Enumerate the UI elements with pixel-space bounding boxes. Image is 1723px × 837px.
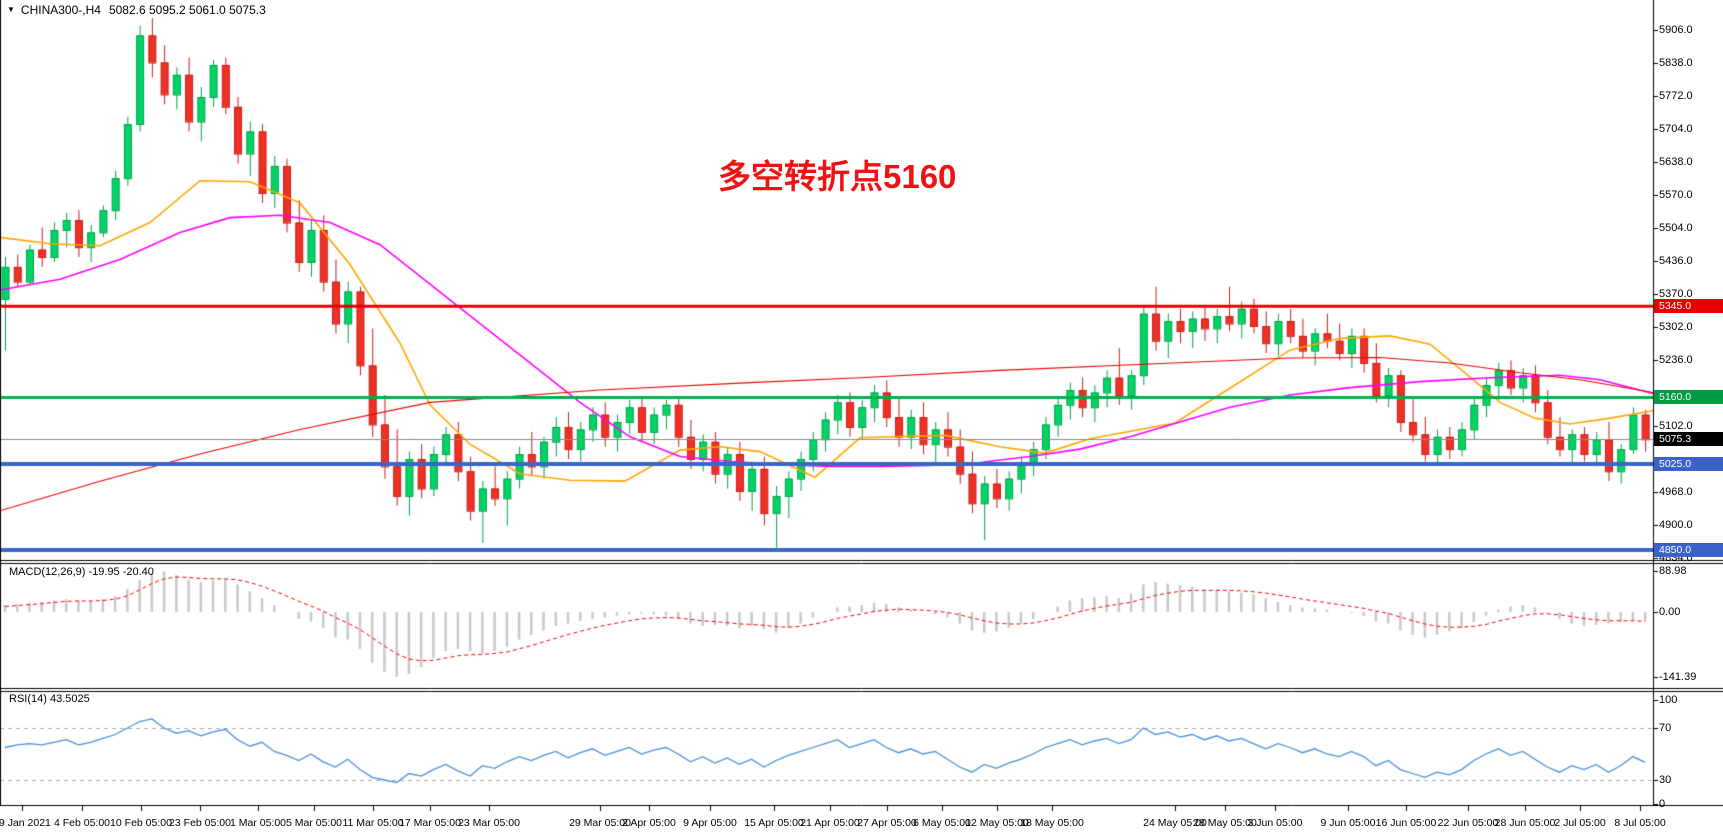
price-tick-label: 5704.0 (1659, 123, 1693, 136)
price-tick-label: 5570.0 (1659, 189, 1693, 202)
price-tick-label: 4968.0 (1659, 486, 1693, 498)
time-tick-label: 27 Apr 05:00 (857, 817, 917, 829)
time-tick-label: 1 Mar 05:00 (229, 817, 287, 829)
time-tick-label: 12 May 05:00 (965, 817, 1029, 829)
price-tick-label: 5772.0 (1659, 90, 1693, 102)
time-tick-label: 8 Jul 05:00 (1614, 817, 1666, 829)
time-tick-label: 28 Jun 05:00 (1494, 817, 1556, 829)
time-tick-label: 15 Apr 05:00 (744, 817, 804, 829)
rsi-label: RSI(14) 43.5025 (9, 693, 90, 705)
macd-tick-label: 88.98 (1659, 565, 1687, 577)
price-level-badge: 5025.0 (1654, 456, 1723, 471)
macd-tick-label: 0.00 (1659, 606, 1681, 618)
time-tick-label: 23 Feb 05:00 (169, 817, 231, 829)
macd-label: MACD(12,26,9) -19.95 -20.40 (9, 566, 154, 578)
time-tick-label: 6 May 05:00 (913, 817, 971, 829)
price-tick-label: 5436.0 (1659, 255, 1693, 268)
time-tick-label: 10 Feb 05:00 (110, 817, 172, 829)
time-tick-label: 3 Jun 05:00 (1247, 817, 1303, 829)
rsi-tick-label: 0 (1659, 798, 1666, 810)
time-tick-label: 29 Mar 05:00 (569, 817, 631, 829)
time-tick-label: 28 May 05:00 (1193, 817, 1257, 829)
price-level-badge: 5160.0 (1654, 390, 1723, 405)
time-tick-label: 23 Mar 05:00 (458, 817, 520, 829)
rsi-tick-label: 70 (1659, 722, 1672, 734)
symbol-title[interactable]: ▼ CHINA300-,H4 5082.6 5095.2 5061.0 5075… (7, 3, 266, 17)
price-tick-label: 5638.0 (1659, 156, 1693, 168)
symbol-label: CHINA300-,H4 (20, 3, 101, 17)
price-tick-label: 5838.0 (1659, 57, 1693, 70)
price-tick-label: 5302.0 (1659, 321, 1693, 334)
dropdown-icon[interactable]: ▼ (7, 5, 15, 14)
time-tick-label: 16 Jun 05:00 (1375, 817, 1437, 829)
price-level-badge: 5345.0 (1654, 299, 1723, 314)
time-tick-label: 11 Mar 05:00 (342, 817, 404, 829)
price-tick-label: 5370.0 (1659, 288, 1693, 300)
price-tick-label: 4900.0 (1659, 519, 1693, 532)
time-tick-label: 21 Apr 05:00 (800, 817, 860, 829)
time-tick-label: 9 Apr 05:00 (683, 817, 737, 829)
rsi-tick-label: 100 (1659, 694, 1678, 706)
price-tick-label: 5102.0 (1659, 420, 1693, 432)
price-tick-label: 5906.0 (1659, 24, 1693, 36)
time-tick-label: 22 Jun 05:00 (1437, 817, 1499, 829)
rsi-tick-label: 30 (1659, 774, 1672, 786)
time-tick-label: 9 Jun 05:00 (1320, 817, 1376, 829)
annotation-text: 多空转折点5160 (718, 158, 957, 195)
price-level-badge: 5075.3 (1654, 432, 1723, 447)
ohlc-values: 5082.6 5095.2 5061.0 5075.3 (108, 3, 266, 17)
time-tick-label: 24 May 05:00 (1143, 817, 1207, 829)
price-tick-label: 5504.0 (1659, 222, 1693, 234)
time-tick-label: 5 Mar 05:00 (285, 817, 343, 829)
price-tick-label: 5236.0 (1659, 354, 1693, 366)
macd-tick-label: -141.39 (1659, 671, 1697, 683)
price-level-badge: 4850.0 (1654, 543, 1723, 558)
time-tick-label: 29 Jan 2021 (0, 817, 51, 829)
time-tick-label: 2 Apr 05:00 (622, 817, 676, 829)
time-tick-label: 18 May 05:00 (1020, 817, 1084, 829)
time-tick-label: 4 Feb 05:00 (53, 817, 111, 829)
time-tick-label: 17 Mar 05:00 (399, 817, 461, 829)
time-tick-label: 2 Jul 05:00 (1554, 817, 1606, 829)
